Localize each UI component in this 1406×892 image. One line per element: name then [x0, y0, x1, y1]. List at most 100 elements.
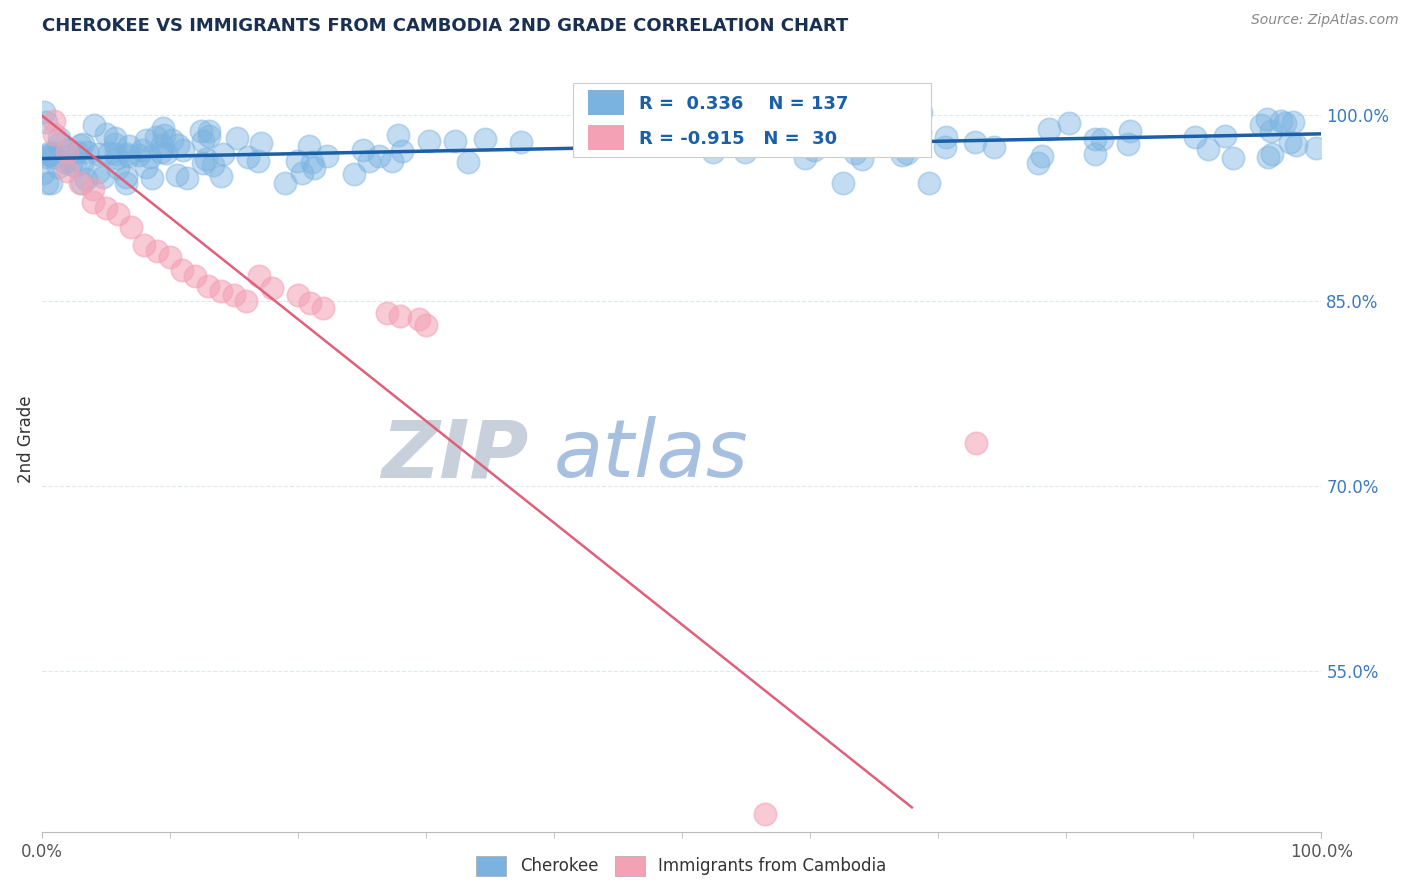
Point — [758, 103, 780, 117]
Point — [56, 145, 79, 160]
Point — [801, 128, 824, 143]
Point — [145, 130, 167, 145]
Point — [1028, 156, 1050, 170]
Text: R =  0.336    N = 137: R = 0.336 N = 137 — [640, 95, 849, 112]
Point — [368, 149, 391, 163]
Text: CHEROKEE VS IMMIGRANTS FROM CAMBODIA 2ND GRADE CORRELATION CHART: CHEROKEE VS IMMIGRANTS FROM CAMBODIA 2ND… — [42, 17, 848, 35]
Point — [166, 169, 188, 183]
Point — [831, 176, 853, 190]
Point — [891, 147, 914, 161]
Point — [44, 150, 66, 164]
FancyBboxPatch shape — [572, 83, 931, 157]
Point — [908, 125, 931, 139]
Point — [226, 131, 249, 145]
Point — [115, 170, 138, 185]
Point — [166, 138, 188, 153]
Point — [141, 171, 163, 186]
Point — [159, 251, 181, 265]
Point — [474, 132, 496, 146]
Point — [135, 133, 157, 147]
Point — [118, 149, 141, 163]
Point — [1184, 130, 1206, 145]
Point — [117, 147, 139, 161]
Text: ZIP: ZIP — [381, 417, 529, 494]
Point — [1084, 132, 1107, 146]
Point — [302, 161, 325, 176]
Point — [53, 154, 76, 169]
Point — [935, 130, 957, 145]
Point — [107, 161, 129, 176]
Point — [38, 145, 60, 160]
Point — [803, 143, 825, 157]
Point — [195, 152, 218, 166]
Point — [118, 139, 141, 153]
Point — [301, 155, 323, 169]
Point — [299, 296, 322, 310]
Y-axis label: 2nd Grade: 2nd Grade — [17, 396, 35, 483]
Point — [381, 154, 404, 169]
Point — [510, 135, 533, 149]
Point — [1222, 151, 1244, 165]
Point — [388, 309, 411, 323]
Point — [247, 268, 270, 283]
Point — [357, 153, 380, 168]
Point — [139, 150, 162, 164]
Point — [91, 169, 114, 184]
Point — [408, 312, 430, 326]
Point — [1274, 116, 1296, 130]
Point — [72, 176, 94, 190]
Point — [415, 318, 437, 333]
Point — [896, 146, 918, 161]
Point — [1256, 112, 1278, 127]
Point — [298, 139, 321, 153]
Point — [209, 169, 232, 184]
Point — [246, 154, 269, 169]
Point — [198, 128, 221, 143]
Point — [44, 114, 66, 128]
Point — [94, 201, 117, 215]
Point — [1257, 150, 1279, 164]
Point — [82, 182, 104, 196]
Point — [983, 140, 1005, 154]
Point — [56, 164, 79, 178]
Point — [343, 167, 366, 181]
Point — [87, 146, 110, 161]
Point — [114, 176, 136, 190]
Point — [69, 176, 91, 190]
FancyBboxPatch shape — [588, 126, 624, 150]
Text: R = -0.915   N =  30: R = -0.915 N = 30 — [640, 129, 838, 147]
Point — [1282, 115, 1305, 129]
Point — [212, 146, 235, 161]
Point — [910, 105, 932, 120]
Point — [31, 166, 53, 180]
Point — [1057, 116, 1080, 130]
Point — [287, 287, 309, 301]
Point — [155, 146, 177, 161]
Point — [222, 287, 245, 301]
Point — [105, 147, 128, 161]
Point — [457, 154, 479, 169]
Point — [56, 143, 79, 157]
Point — [191, 156, 214, 170]
Point — [876, 137, 898, 152]
Point — [1116, 136, 1139, 151]
Point — [1250, 118, 1272, 132]
Point — [172, 143, 194, 157]
Point — [44, 127, 66, 141]
Point — [107, 207, 129, 221]
Point — [35, 115, 58, 129]
Point — [814, 129, 837, 144]
Point — [131, 143, 153, 157]
Point — [1270, 113, 1292, 128]
Point — [418, 134, 440, 148]
Point — [1084, 146, 1107, 161]
Point — [754, 806, 776, 821]
Point — [98, 146, 121, 161]
FancyBboxPatch shape — [588, 90, 624, 114]
Legend: Cherokee, Immigrants from Cambodia: Cherokee, Immigrants from Cambodia — [470, 849, 893, 883]
Point — [201, 158, 224, 172]
Point — [176, 171, 198, 186]
Point — [72, 137, 94, 152]
Point — [285, 154, 308, 169]
Point — [740, 125, 762, 139]
